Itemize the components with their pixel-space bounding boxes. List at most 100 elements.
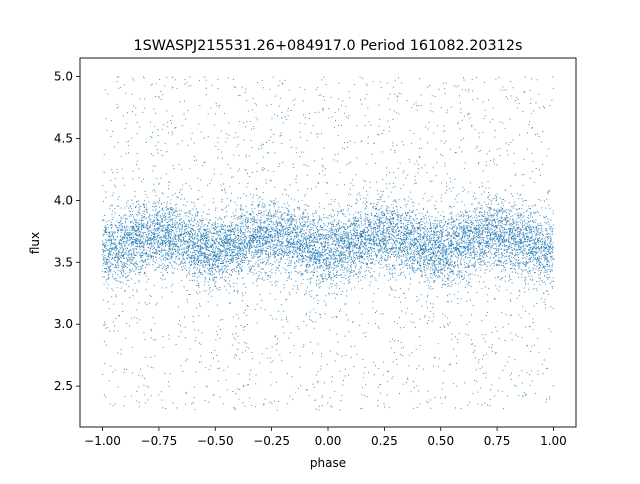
data-point <box>165 242 166 244</box>
data-point <box>217 223 219 225</box>
data-point <box>245 219 247 221</box>
data-point <box>135 268 137 270</box>
data-point <box>338 255 340 257</box>
data-point <box>147 239 149 241</box>
data-point <box>460 226 461 228</box>
data-point <box>244 240 246 242</box>
data-point <box>474 212 476 214</box>
data-point <box>229 263 231 265</box>
data-point <box>335 265 337 267</box>
data-point <box>126 225 128 227</box>
data-point <box>340 221 342 223</box>
data-point <box>305 290 307 292</box>
data-point <box>381 220 383 222</box>
data-point <box>441 238 442 240</box>
data-point <box>199 241 201 243</box>
data-point <box>240 243 242 245</box>
data-point <box>550 271 551 273</box>
data-point <box>407 250 408 252</box>
data-point <box>497 208 499 210</box>
data-point <box>165 221 167 223</box>
data-point <box>363 219 365 221</box>
data-point <box>492 237 494 239</box>
data-point <box>508 213 510 215</box>
data-point <box>362 230 364 232</box>
data-point <box>460 263 462 265</box>
data-point <box>117 274 119 276</box>
data-point <box>273 244 275 245</box>
data-point <box>174 222 176 224</box>
data-point <box>274 257 275 259</box>
data-point <box>329 230 331 232</box>
data-point <box>422 236 424 238</box>
data-point <box>516 227 518 229</box>
data-point <box>228 225 230 226</box>
data-point <box>238 271 240 273</box>
data-point <box>548 221 549 223</box>
data-point <box>171 247 173 249</box>
data-point <box>193 256 195 258</box>
data-point <box>368 220 370 221</box>
data-point <box>421 238 423 240</box>
data-point <box>262 242 264 244</box>
data-point <box>500 232 502 234</box>
data-point <box>464 246 466 247</box>
data-point <box>466 280 468 282</box>
data-point <box>235 214 237 216</box>
data-point <box>299 248 301 250</box>
data-point <box>270 236 272 237</box>
data-point <box>443 224 445 226</box>
data-point <box>212 245 214 247</box>
data-point <box>513 234 515 236</box>
data-point <box>140 231 142 233</box>
data-point <box>537 240 539 242</box>
data-point <box>293 248 295 250</box>
data-point <box>506 238 508 240</box>
data-point <box>243 256 245 258</box>
data-point <box>506 215 507 217</box>
data-point <box>231 262 233 263</box>
data-point <box>387 213 389 214</box>
data-point <box>116 266 118 268</box>
data-point <box>194 236 196 238</box>
data-point <box>265 233 267 235</box>
data-point <box>310 251 312 253</box>
data-point <box>267 225 269 227</box>
data-point <box>108 253 110 255</box>
data-point <box>392 234 394 236</box>
data-point <box>175 244 177 246</box>
data-point <box>231 253 233 255</box>
data-point <box>398 230 400 232</box>
data-point <box>426 277 428 279</box>
data-point <box>502 265 504 267</box>
data-point <box>143 232 145 233</box>
data-point <box>149 218 151 220</box>
data-point <box>416 242 418 244</box>
data-point <box>303 220 305 222</box>
data-point <box>145 233 147 235</box>
data-point <box>390 211 392 213</box>
data-point <box>457 256 459 258</box>
data-point <box>208 260 210 262</box>
data-point <box>312 215 314 217</box>
data-point <box>139 224 141 226</box>
data-point <box>278 218 280 220</box>
data-point <box>262 253 264 255</box>
data-point <box>488 251 489 253</box>
data-point <box>340 293 342 295</box>
data-point <box>310 235 312 237</box>
data-point <box>500 248 502 250</box>
data-point <box>154 233 156 235</box>
data-point <box>217 289 219 291</box>
data-point <box>143 205 145 207</box>
data-point <box>174 248 176 250</box>
data-point <box>227 240 229 242</box>
data-point <box>282 250 284 252</box>
data-point <box>129 258 131 260</box>
data-point <box>381 239 383 241</box>
data-point <box>314 236 315 238</box>
data-point <box>501 220 503 222</box>
data-point <box>315 210 317 212</box>
data-point <box>156 236 158 238</box>
data-point <box>422 228 424 230</box>
